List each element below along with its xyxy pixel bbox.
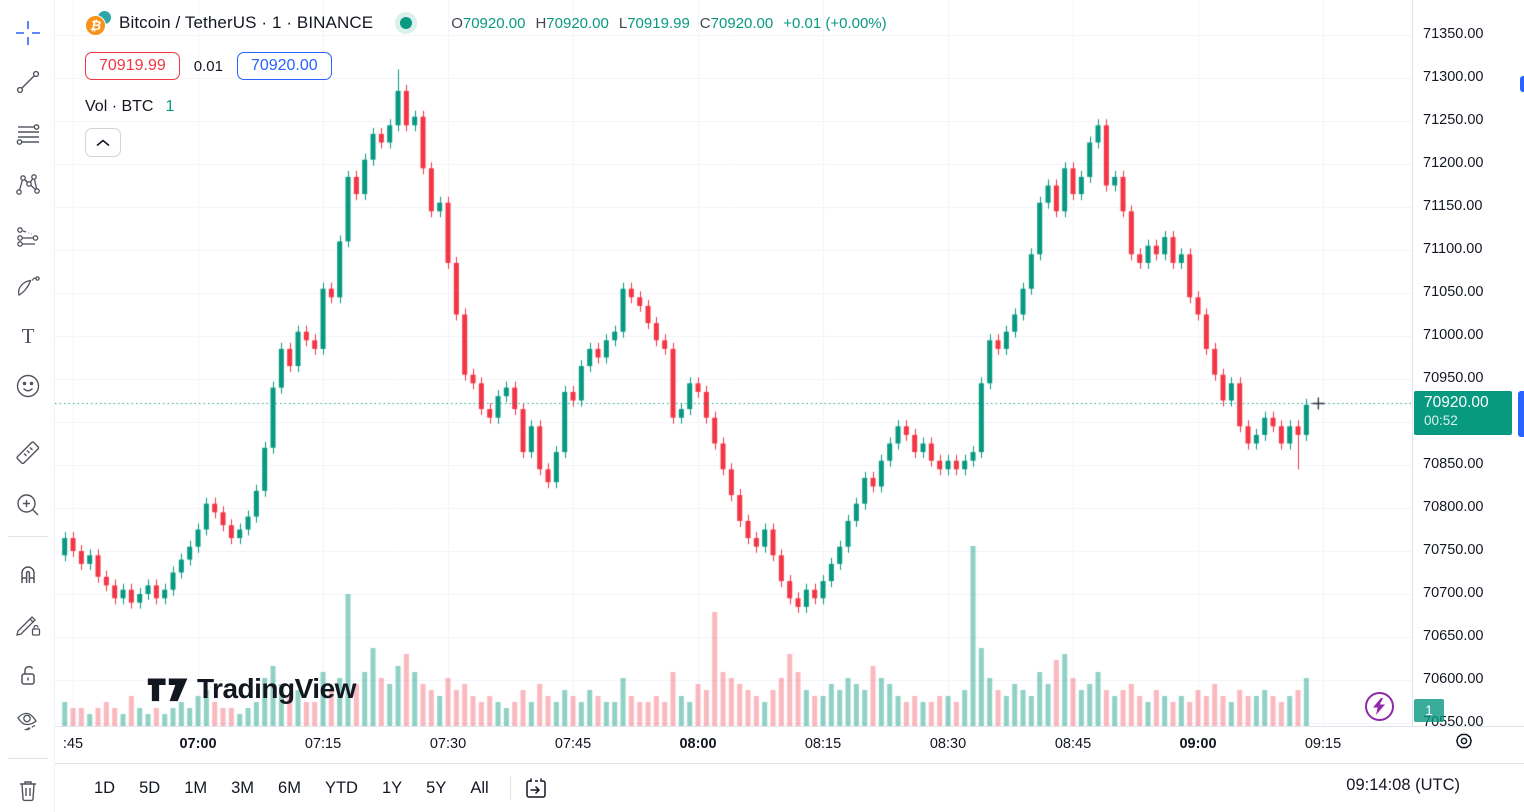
trend-line-tool-icon[interactable] [13,67,43,97]
time-axis-label: 08:45 [1054,736,1092,752]
range-button-6m[interactable]: 6M [269,774,310,803]
range-button-1d[interactable]: 1D [85,774,124,803]
last-price-label: 70920.00 00:52 [1414,391,1512,435]
clock-utc[interactable]: 09:14:08 (UTC) [1346,776,1460,794]
low-value: 70919.99 [627,14,690,32]
time-axis-label: 07:45 [554,736,592,752]
magnet-tool-icon[interactable] [13,558,43,588]
hide-all-drawings-icon[interactable] [13,707,43,737]
change-value: +0.01 (+0.00%) [783,14,887,32]
tradingview-logo[interactable]: TradingView [147,672,356,706]
time-axis-label: 07:00 [179,736,217,752]
drawing-edit-lock-icon[interactable] [13,609,43,639]
high-value: 70920.00 [546,14,609,32]
time-axis-label: 07:15 [304,736,342,752]
price-axis-label: 70800.00 [1423,499,1484,515]
range-button-3m[interactable]: 3M [222,774,263,803]
price-axis-label: 71200.00 [1423,155,1484,171]
svg-text:T: T [22,324,35,348]
zoom-in-tool-icon[interactable] [13,490,43,520]
open-value: 70920.00 [462,14,526,32]
time-axis-label: 08:30 [929,736,967,752]
price-axis-label: 71350.00 [1423,26,1484,42]
ask-price-button[interactable]: 70920.00 [236,52,332,80]
toolbar-divider [8,758,48,759]
time-axis-label: 08:15 [804,736,842,752]
price-axis[interactable]: 71350.00 71300.00 71250.00 71200.00 71150.00… [1412,0,1524,730]
volume-axis-badge: 1 [1414,699,1444,722]
time-axis-label: 08:00 [679,736,717,752]
candlestick-chart[interactable] [55,0,1412,726]
volume-indicator-value: 1 [165,98,175,115]
close-value: 70920.00 [710,14,774,32]
open-label: O [451,14,463,32]
price-axis-label: 71000.00 [1423,327,1484,343]
bottom-bar-divider [509,776,511,800]
bid-price-button[interactable]: 70919.99 [85,52,180,80]
symbol-title[interactable]: Bitcoin / TetherUS · 1 · BINANCE [119,13,374,32]
instant-trading-icon[interactable] [1365,692,1394,721]
range-button-ytd[interactable]: YTD [316,774,367,803]
spread-value: 0.01 [193,57,223,75]
crosshair-tool-icon[interactable] [13,18,43,48]
volume-indicator-label[interactable]: Vol · BTC [85,98,154,115]
edge-fragment [1518,391,1524,437]
ohlc-readout: O 70920.00 H 70920.00 L 70919.99 C 70920.00 … [441,15,886,32]
range-button-5y[interactable]: 5Y [417,774,455,803]
date-range-buttons: 1D 5D 1M 3M 6M YTD 1Y 5Y All [85,774,504,803]
low-label: L [618,14,628,32]
bar-countdown: 00:52 [1424,413,1458,428]
time-axis-label: 07:30 [429,736,467,752]
range-button-5d[interactable]: 5D [130,774,169,803]
price-axis-label: 70750.00 [1423,542,1484,558]
close-label: C [699,14,711,32]
price-axis-label: 71250.00 [1423,112,1484,128]
fib-retracement-tool-icon[interactable] [13,119,43,149]
price-axis-label: 71300.00 [1423,69,1484,85]
edge-fragment [1520,76,1524,92]
range-button-all[interactable]: All [461,774,497,803]
range-button-1m[interactable]: 1M [175,774,216,803]
brush-tool-icon[interactable] [13,271,43,301]
price-axis-label: 70700.00 [1423,585,1484,601]
drawing-toolbar: T [0,0,55,812]
symbol-pair-icon: ₿ [85,10,112,36]
price-axis-label: 70600.00 [1423,671,1484,687]
go-to-date-icon[interactable] [523,775,549,801]
lock-all-drawings-icon[interactable] [13,660,43,690]
chart-legend: ₿ Bitcoin / TetherUS · 1 · BINANCE O 7092… [85,8,887,157]
tradingview-logo-mark [147,678,188,702]
measure-tool-icon[interactable] [13,438,43,468]
toolbar-divider [8,536,48,537]
chevron-up-icon [96,138,110,146]
last-price-value: 70920.00 [1424,394,1489,411]
high-label: H [535,14,547,32]
emoji-tool-icon[interactable] [13,371,43,401]
price-axis-label: 70850.00 [1423,456,1484,472]
chart-pane: ₿ Bitcoin / TetherUS · 1 · BINANCE O 7092… [55,0,1412,726]
price-axis-label: 71050.00 [1423,284,1484,300]
price-axis-label: 71100.00 [1423,241,1483,257]
forecast-tool-icon[interactable] [13,221,43,251]
bitcoin-coin-icon: ₿ [85,15,106,36]
time-axis-label: 09:15 [1304,736,1342,752]
xabcd-pattern-tool-icon[interactable] [13,170,43,200]
time-axis-label: :45 [62,736,84,752]
text-tool-icon[interactable]: T [13,321,43,351]
bottom-toolbar: 1D 5D 1M 3M 6M YTD 1Y 5Y All 09:14:08 (UTC) [55,763,1524,812]
tradingview-logo-text: TradingView [197,673,356,704]
axis-corner [1412,726,1524,763]
time-axis-settings-gear-icon[interactable] [1452,731,1476,760]
range-button-1y[interactable]: 1Y [373,774,411,803]
collapse-legend-button[interactable] [85,128,121,157]
price-axis-label: 70650.00 [1423,628,1484,644]
price-axis-label: 71150.00 [1423,198,1483,214]
time-axis-label: 09:00 [1179,736,1217,752]
price-axis-label: 70950.00 [1423,370,1484,386]
market-status-icon[interactable] [395,12,418,34]
remove-drawings-icon[interactable] [13,775,43,805]
time-axis[interactable]: :45 07:00 07:15 07:30 07:45 08:00 08:15 08:30 08… [55,726,1412,763]
